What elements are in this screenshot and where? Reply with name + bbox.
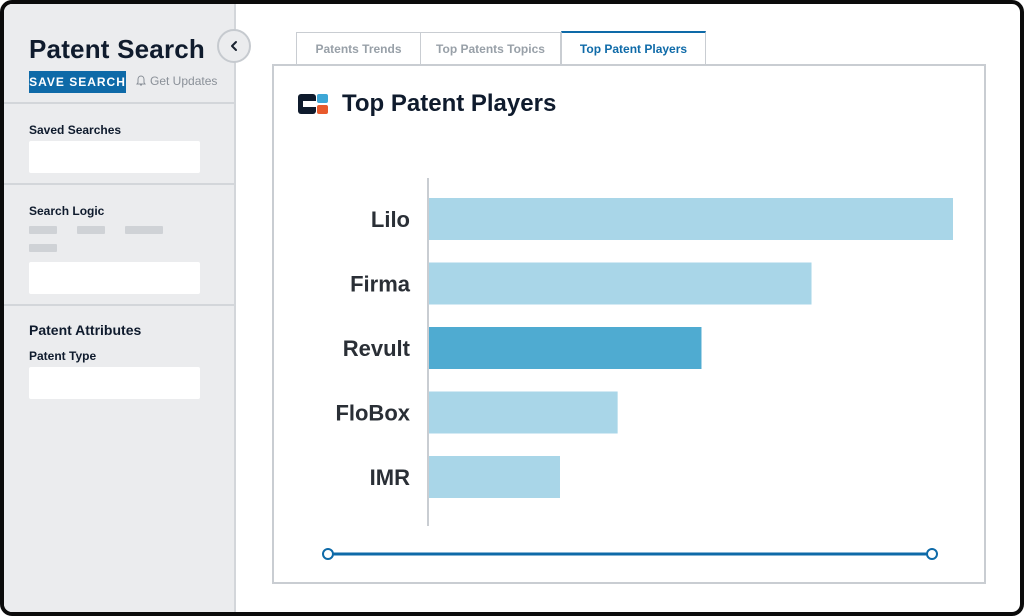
range-slider-handle-start[interactable]	[322, 548, 334, 560]
category-label: Firma	[350, 272, 411, 297]
bell-icon	[136, 75, 146, 86]
search-logic-placeholder	[29, 244, 57, 252]
range-slider-handle-end[interactable]	[926, 548, 938, 560]
category-label: Lilo	[371, 207, 410, 232]
bar-imr[interactable]	[429, 456, 560, 498]
collapse-sidebar-button[interactable]	[217, 29, 251, 63]
sidebar-divider	[4, 183, 234, 185]
patent-type-field[interactable]	[29, 367, 200, 399]
saved-searches-field[interactable]	[29, 141, 200, 173]
get-updates-label: Get Updates	[150, 74, 218, 88]
sidebar: Patent Search SAVE SEARCH Get Updates Sa…	[4, 4, 236, 612]
sidebar-divider	[4, 304, 234, 306]
save-search-button[interactable]: SAVE SEARCH	[29, 71, 126, 93]
category-label: FloBox	[335, 401, 410, 426]
sidebar-divider	[4, 102, 234, 104]
search-logic-field[interactable]	[29, 262, 200, 294]
category-label: Revult	[343, 336, 411, 361]
bar-flobox[interactable]	[429, 391, 618, 434]
search-logic-placeholder	[77, 226, 105, 234]
tab-patents-trends[interactable]: Patents Trends	[296, 32, 421, 64]
search-logic-label: Search Logic	[29, 204, 105, 218]
tab-top-patent-players[interactable]: Top Patent Players	[561, 31, 706, 65]
saved-searches-label: Saved Searches	[29, 123, 122, 137]
tab-top-patents-topics[interactable]: Top Patents Topics	[420, 32, 561, 64]
patent-attributes-heading: Patent Attributes	[29, 322, 142, 338]
chevron-left-icon	[231, 41, 237, 51]
panel-title: Top Patent Players	[342, 90, 557, 117]
get-updates-link[interactable]: Get Updates	[135, 74, 217, 88]
bar-firma[interactable]	[429, 262, 812, 305]
search-logic-placeholder	[125, 226, 163, 234]
chart-panel: Top Patent Players Lilo Firma Revult FloBox…	[272, 64, 986, 584]
category-label: IMR	[370, 465, 410, 490]
patent-type-label: Patent Type	[29, 349, 97, 363]
sidebar-title: Patent Search	[29, 34, 206, 64]
bar-revult[interactable]	[429, 327, 702, 369]
search-logic-placeholder	[29, 226, 57, 234]
brand-logo-icon	[298, 94, 328, 114]
bar-lilo[interactable]	[429, 198, 953, 240]
bar-chart: Lilo Firma Revult FloBox IMR	[322, 178, 953, 560]
